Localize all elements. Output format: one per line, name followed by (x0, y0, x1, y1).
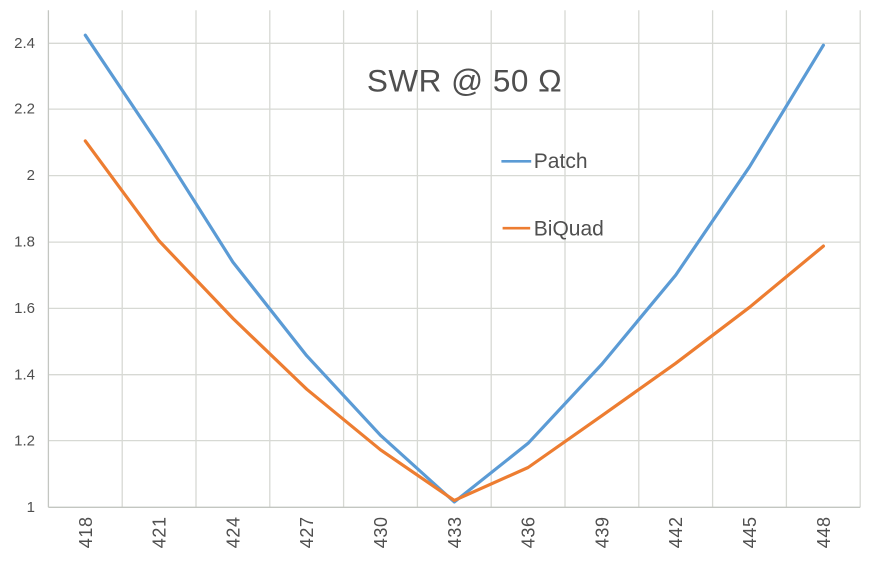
svg-text:430: 430 (371, 516, 391, 548)
svg-text:436: 436 (519, 516, 539, 548)
svg-text:421: 421 (150, 516, 170, 548)
svg-text:2.2: 2.2 (14, 101, 35, 118)
svg-text:448: 448 (814, 516, 834, 548)
svg-text:418: 418 (76, 516, 96, 548)
svg-text:Patch: Patch (534, 150, 588, 173)
svg-text:1: 1 (27, 499, 35, 516)
svg-text:1.8: 1.8 (14, 234, 35, 251)
svg-text:1.4: 1.4 (14, 366, 35, 383)
svg-text:SWR @ 50 Ω: SWR @ 50 Ω (367, 63, 562, 99)
svg-text:1.6: 1.6 (14, 300, 35, 317)
svg-text:2.4: 2.4 (14, 35, 35, 52)
svg-text:427: 427 (297, 516, 317, 548)
svg-text:442: 442 (666, 516, 686, 548)
svg-text:439: 439 (592, 516, 612, 548)
svg-text:445: 445 (740, 516, 760, 548)
svg-text:433: 433 (445, 516, 465, 548)
svg-text:1.2: 1.2 (14, 433, 35, 450)
svg-text:2: 2 (27, 167, 35, 184)
svg-text:424: 424 (223, 516, 243, 548)
svg-text:BiQuad: BiQuad (534, 218, 604, 241)
